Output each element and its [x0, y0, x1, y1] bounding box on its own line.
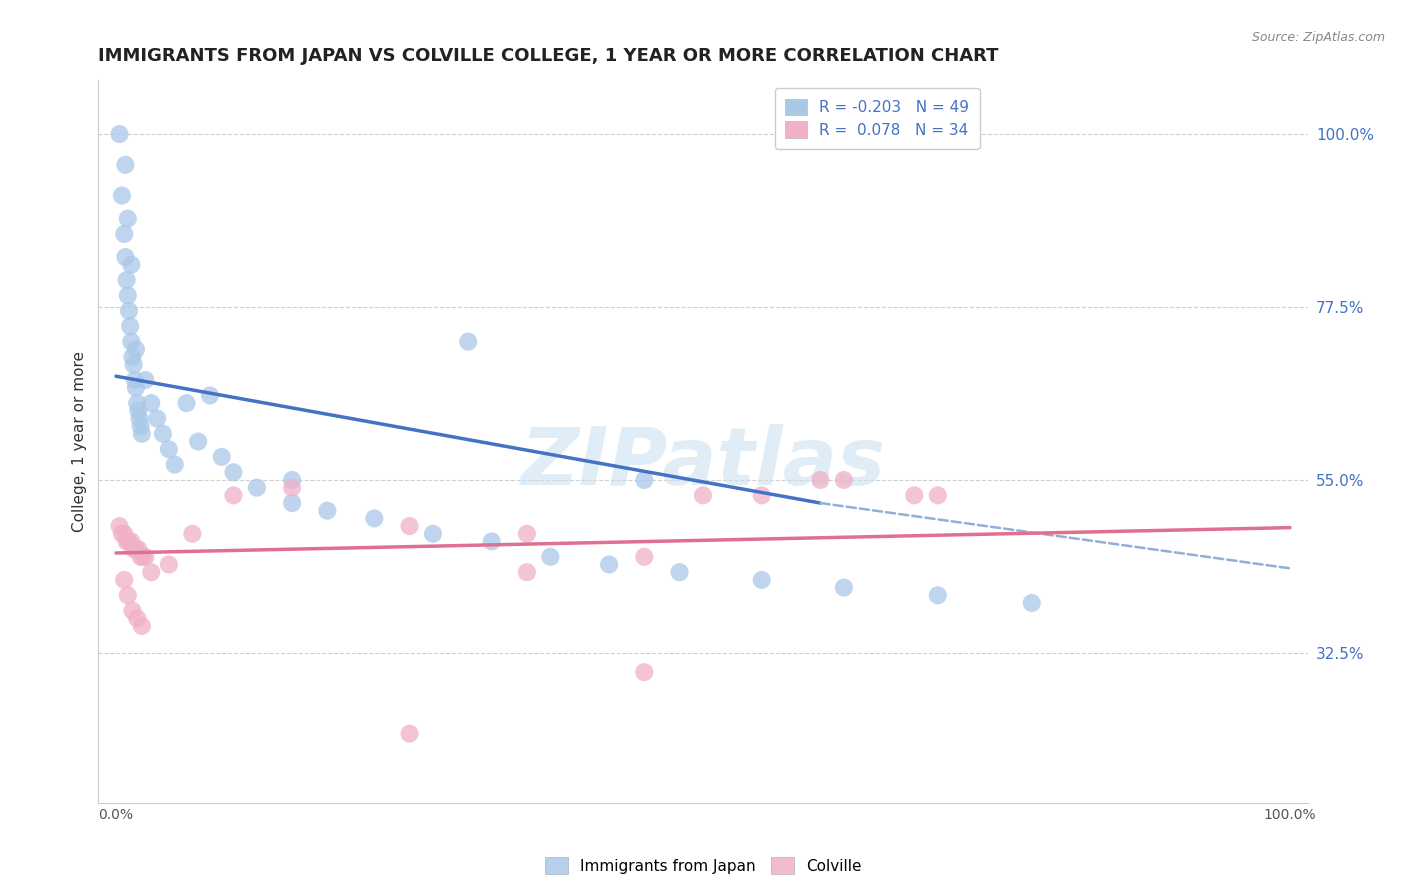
Point [141, 396, 163, 410]
Point [125, 343, 148, 357]
Point [633, 665, 655, 680]
Point [246, 481, 269, 495]
Point [120, 319, 142, 334]
Point [117, 288, 139, 302]
Point [134, 373, 156, 387]
Point [692, 488, 714, 502]
Legend: Immigrants from Japan, Colville: Immigrants from Japan, Colville [538, 851, 868, 880]
Point [751, 573, 773, 587]
Point [832, 473, 855, 487]
Point [481, 534, 503, 549]
Point [751, 488, 773, 502]
Point [363, 511, 385, 525]
Point [131, 619, 153, 633]
Point [134, 549, 156, 564]
Text: ZIPatlas: ZIPatlas [520, 425, 886, 502]
Point [598, 558, 620, 572]
Point [316, 504, 339, 518]
Point [222, 465, 245, 479]
Point [111, 526, 134, 541]
Point [152, 426, 174, 441]
Point [181, 526, 204, 541]
Point [633, 473, 655, 487]
Point [121, 604, 143, 618]
Point [832, 581, 855, 595]
Point [127, 404, 149, 418]
Point [125, 381, 148, 395]
Point [121, 350, 143, 364]
Point [198, 388, 221, 402]
Point [176, 396, 198, 410]
Point [115, 534, 138, 549]
Point [108, 519, 131, 533]
Point [281, 473, 304, 487]
Point [114, 158, 136, 172]
Point [120, 334, 142, 349]
Point [122, 542, 145, 557]
Point [157, 442, 180, 457]
Point [281, 496, 304, 510]
Point [128, 411, 150, 425]
Point [211, 450, 233, 464]
Point [422, 526, 444, 541]
Point [927, 488, 949, 502]
Point [108, 127, 131, 141]
Point [112, 526, 135, 541]
Point [398, 519, 420, 533]
Point [808, 473, 831, 487]
Point [118, 304, 141, 318]
Point [516, 565, 538, 579]
Point [157, 558, 180, 572]
Point [124, 373, 146, 387]
Point [1021, 596, 1043, 610]
Point [129, 419, 152, 434]
Point [112, 227, 135, 241]
Point [538, 549, 561, 564]
Point [516, 526, 538, 541]
Point [122, 358, 145, 372]
Point [141, 565, 163, 579]
Point [125, 542, 148, 557]
Point [115, 273, 138, 287]
Point [120, 534, 142, 549]
Point [398, 726, 420, 740]
Point [127, 542, 149, 557]
Point [668, 565, 690, 579]
Point [127, 611, 149, 625]
Point [187, 434, 209, 449]
Point [457, 334, 479, 349]
Point [927, 588, 949, 602]
Point [281, 481, 304, 495]
Text: IMMIGRANTS FROM JAPAN VS COLVILLE COLLEGE, 1 YEAR OR MORE CORRELATION CHART: IMMIGRANTS FROM JAPAN VS COLVILLE COLLEG… [98, 47, 998, 65]
Point [222, 488, 245, 502]
Point [129, 549, 152, 564]
Point [903, 488, 925, 502]
Text: Source: ZipAtlas.com: Source: ZipAtlas.com [1251, 31, 1385, 45]
Point [112, 573, 135, 587]
Point [146, 411, 169, 425]
Legend: R = -0.203   N = 49, R =  0.078   N = 34: R = -0.203 N = 49, R = 0.078 N = 34 [775, 88, 980, 149]
Point [114, 250, 136, 264]
Point [633, 549, 655, 564]
Point [132, 549, 155, 564]
Point [118, 534, 141, 549]
Point [117, 588, 139, 602]
Point [163, 458, 186, 472]
Point [111, 188, 134, 202]
Point [117, 211, 139, 226]
Point [120, 258, 142, 272]
Y-axis label: College, 1 year or more: College, 1 year or more [72, 351, 87, 532]
Point [127, 396, 149, 410]
Point [131, 426, 153, 441]
